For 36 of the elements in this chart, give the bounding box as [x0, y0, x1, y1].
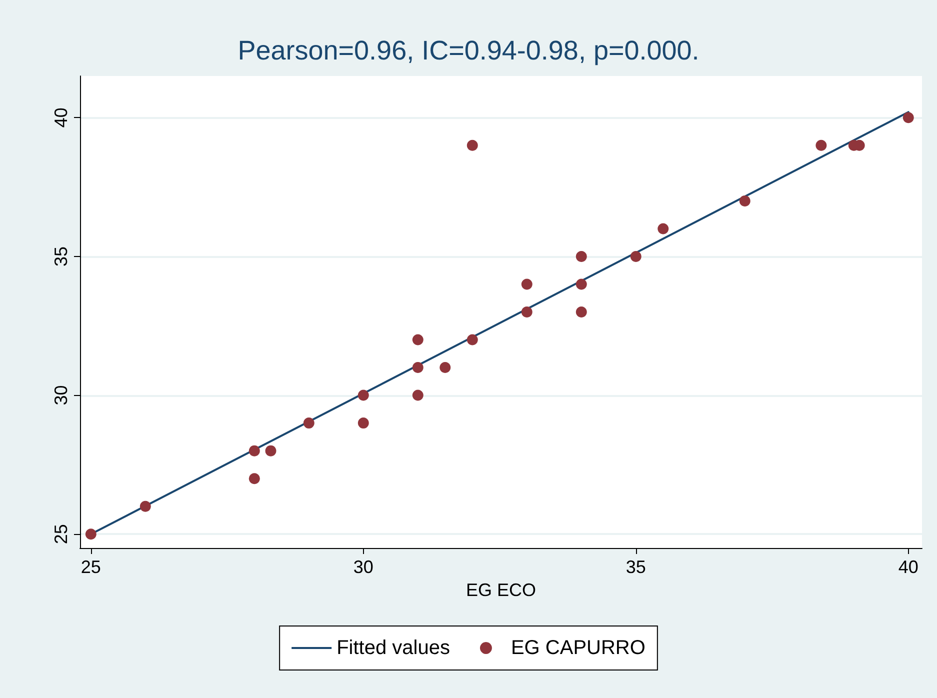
- point: [630, 250, 642, 262]
- point: [358, 390, 369, 401]
- x-tick-label: 40: [898, 557, 918, 577]
- legend-label: Fitted values: [336, 637, 450, 659]
- point: [466, 334, 478, 346]
- x-tick-label: 35: [626, 557, 646, 577]
- x-tick-label: 30: [353, 557, 374, 577]
- y-tick-label: 30: [51, 385, 71, 406]
- chart-title: Pearson=0.96, IC=0.94-0.98, p=0.000.: [238, 36, 700, 66]
- point: [412, 334, 424, 346]
- point: [521, 306, 532, 318]
- point: [816, 140, 827, 151]
- point: [658, 223, 669, 234]
- x-axis-title: EG ECO: [466, 580, 536, 600]
- x-tick-label: 25: [80, 557, 101, 577]
- point: [265, 445, 276, 456]
- point: [576, 278, 587, 290]
- legend-label: EG CAPURRO: [510, 637, 646, 659]
- point: [85, 528, 96, 540]
- point: [440, 362, 451, 374]
- y-tick-label: 25: [51, 524, 71, 544]
- point: [248, 473, 260, 484]
- point: [412, 390, 424, 401]
- point: [576, 250, 587, 262]
- point: [902, 112, 914, 124]
- point: [303, 418, 314, 429]
- point: [576, 306, 587, 318]
- point: [521, 278, 532, 290]
- point: [466, 140, 478, 151]
- point: [248, 445, 260, 456]
- y-tick-label: 35: [51, 246, 71, 266]
- point: [140, 500, 151, 512]
- y-tick-label: 40: [51, 108, 71, 128]
- point: [412, 362, 424, 374]
- point: [739, 195, 750, 206]
- point: [358, 418, 369, 429]
